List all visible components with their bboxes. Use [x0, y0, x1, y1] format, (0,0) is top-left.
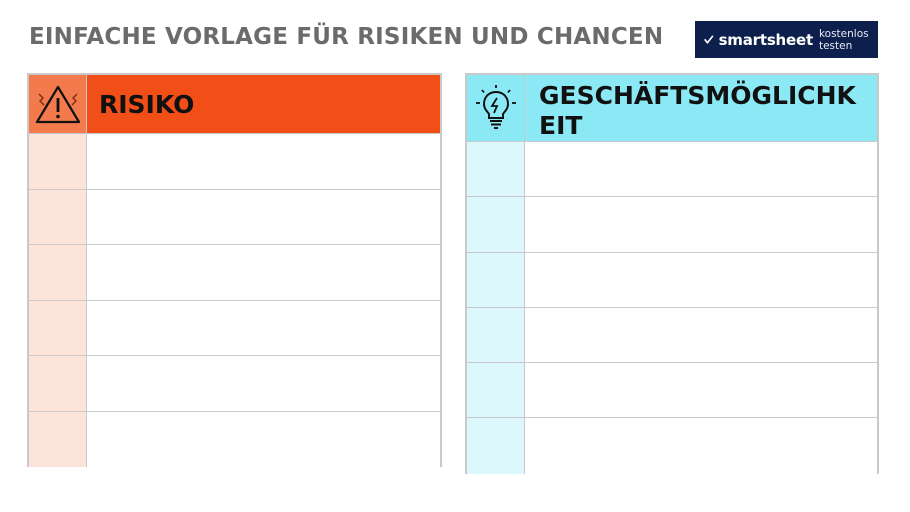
opportunity-header-cell: GESCHÄFTSMÖGLICHKEIT: [525, 75, 877, 141]
table-row: [467, 197, 877, 253]
opportunity-header-label: GESCHÄFTSMÖGLICHKEIT: [539, 81, 856, 140]
risk-header-label: RISIKO: [99, 90, 195, 119]
opportunity-cell[interactable]: [525, 307, 877, 363]
risk-cell[interactable]: [87, 356, 440, 411]
opportunity-cell[interactable]: [525, 252, 877, 307]
lightbulb-icon: [475, 85, 516, 129]
risk-cell[interactable]: [87, 411, 440, 467]
opportunity-icon-cell: [467, 75, 525, 141]
risk-header-cell: RISIKO: [87, 75, 440, 133]
logo-brand: smartsheet: [718, 30, 814, 49]
opportunity-cell[interactable]: [525, 142, 877, 197]
smartsheet-trial-button[interactable]: smartsheet kostenlos testen: [695, 21, 878, 58]
opportunity-table: GESCHÄFTSMÖGLICHKEIT: [465, 73, 879, 474]
table-row: [467, 252, 877, 308]
opportunity-cell[interactable]: [525, 363, 877, 418]
table-row: [467, 418, 877, 474]
row-marker: [29, 300, 87, 355]
row-marker: [467, 252, 525, 307]
risk-header: RISIKO: [29, 75, 440, 134]
table-row: [467, 307, 877, 364]
row-marker: [467, 197, 525, 252]
table-row: [29, 300, 440, 356]
risk-cell[interactable]: [87, 189, 440, 244]
table-row: [29, 245, 440, 301]
risk-cell[interactable]: [87, 134, 440, 189]
opportunity-header: GESCHÄFTSMÖGLICHKEIT: [467, 75, 877, 142]
table-row: [29, 134, 440, 190]
row-marker: [467, 418, 525, 474]
opportunity-cell[interactable]: [525, 197, 877, 252]
table-row: [467, 363, 877, 419]
logo-cta: kostenlos testen: [818, 27, 869, 52]
table-row: [29, 189, 440, 245]
row-marker: [29, 411, 87, 467]
row-marker: [29, 356, 87, 411]
risk-cell[interactable]: [87, 245, 440, 300]
smartsheet-check-icon: [704, 34, 714, 44]
row-marker: [29, 189, 87, 244]
table-row: [29, 411, 440, 467]
row-marker: [467, 142, 525, 197]
row-marker: [467, 363, 525, 418]
row-marker: [29, 245, 87, 300]
table-row: [29, 356, 440, 412]
warning-triangle-icon: [35, 85, 80, 124]
risk-table: RISIKO: [27, 73, 442, 467]
opportunity-cell[interactable]: [525, 418, 877, 474]
table-row: [467, 142, 877, 198]
row-marker: [467, 307, 525, 363]
row-marker: [29, 134, 87, 189]
risk-icon-cell: [29, 75, 87, 133]
risk-cell[interactable]: [87, 300, 440, 355]
page-title: EINFACHE VORLAGE FÜR RISIKEN UND CHANCEN: [29, 24, 664, 50]
